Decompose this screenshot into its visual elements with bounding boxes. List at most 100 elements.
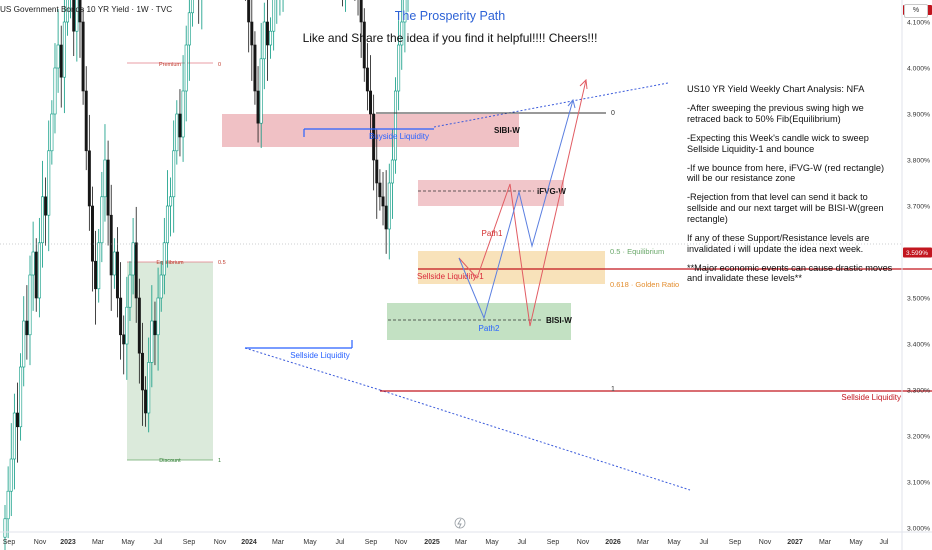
x-tick-label: May [667,539,681,546]
candle-body [137,297,141,354]
discount-label: Discount [159,458,181,464]
fib-1-label: 1 [611,386,615,393]
candle-body [169,196,173,207]
x-tick-label: 2025 [424,539,440,546]
candle-body [28,274,32,336]
x-tick-label: May [121,539,135,546]
note-line: -If we bounce from here, iFVG-W (red rec… [687,162,885,184]
candle-body [381,196,385,207]
analysis-notes: US10 YR Yield Weekly Chart Analysis: NFA… [687,84,897,292]
x-axis: Sep Nov 2023 Mar May Jul Sep Nov 2024 Mar May Jul Se… [0,531,932,546]
bisi-w-label: BISI-W [546,316,572,325]
y-tick-label: 3.200% [907,434,930,441]
candle-body [172,150,176,198]
candle-body [94,260,98,290]
x-tick-label: Mar [272,539,285,546]
buyside-liquidity-label: Buyside Liquidity [369,132,429,141]
equilibrium-small-label: Equilibrium [156,260,184,266]
x-tick-label: Nov [759,539,772,546]
candle-body [153,320,157,336]
candle-body [131,242,135,276]
x-tick-label: Mar [455,539,468,546]
sellside-1-label: Sellside Liquidity-1 [417,272,484,281]
y-tick-label: 3.700% [907,204,930,211]
candle-body [115,251,119,299]
path1-arrowhead [579,78,588,90]
x-tick-label: 2024 [241,539,257,546]
candle-body [125,306,129,345]
candle-body [147,362,151,414]
path2-projection [458,99,574,320]
fib-1-small: 1 [218,458,221,464]
note-line: If any of these Support/Resistance level… [687,232,870,254]
candle-body [397,44,401,92]
x-tick-label: May [849,539,863,546]
symbol-header: US Government Bonds 10 YR Yield · 1W · T… [0,5,173,14]
candle-body [256,90,260,124]
candle-body [156,297,160,336]
sibi-w-label: SIBI-W [494,126,520,135]
candle-body [56,44,60,69]
candle-body [12,412,16,460]
candle-body [262,21,266,60]
candle-body [190,0,194,14]
candle-body [112,251,116,276]
x-tick-label: May [485,539,499,546]
candle-body [165,205,169,244]
candle-body [178,113,182,138]
candle-body [65,0,69,23]
note-line: -After sweeping the previous swing high … [687,102,864,124]
candle-body [97,242,101,290]
candle-body [72,0,76,32]
x-tick-label: Nov [34,539,47,546]
candle-body [362,21,366,69]
candle-body [16,412,19,428]
candle-body [47,150,51,216]
overlays-layer: Buyside Liquidity Sellside Liquidity 0 0.5 … [0,78,932,529]
events-icon[interactable] [454,517,466,529]
candle-body [253,44,257,92]
candle-body [369,90,373,115]
candle-body [134,242,138,299]
percent-scale-button[interactable]: % [904,4,928,18]
x-tick-label: Mar [92,539,105,546]
fib-0618-label: 0.618 · Golden Ratio [610,280,679,289]
candle-body [175,113,179,152]
candle-body [375,159,379,184]
premium-label: Premium [159,62,181,68]
fib-05-small: 0.5 [218,260,226,266]
fib-0-small: 0 [218,62,221,68]
note-line: -Rejection from that level can send it b… [687,192,884,224]
candle-body [187,12,191,46]
candle-body [269,30,273,46]
candle-body [250,21,254,46]
fib-05-label: 0.5 · Equilibrium [610,247,664,256]
candle-body [387,182,391,230]
candle-body [162,242,166,276]
candle-body [90,205,94,262]
x-tick-label: Jul [518,539,527,546]
price-tag-label: 3.599% [906,250,928,257]
candle-body [6,490,10,520]
y-tick-label: 3.800% [907,158,930,165]
candle-body [372,113,376,161]
y-tick-label: 3.000% [907,526,930,533]
candle-body [59,44,63,78]
candle-body [394,90,398,161]
x-tick-label: Sep [183,539,196,546]
candle-body [140,352,144,391]
candle-body [9,458,13,492]
price-tag [903,247,932,258]
lightning-icon [457,518,462,529]
sellside-liquidity-right-label: Sellside Liquidity [841,393,901,402]
candle-body [122,334,126,345]
x-tick-label: Jul [700,539,709,546]
candles-layer [3,0,409,550]
x-tick-label: Sep [365,539,378,546]
discount-zone [127,262,213,460]
y-tick-label: 4.000% [907,66,930,73]
x-tick-label: Mar [819,539,832,546]
candle-body [259,58,263,124]
y-tick-label: 3.500% [907,296,930,303]
